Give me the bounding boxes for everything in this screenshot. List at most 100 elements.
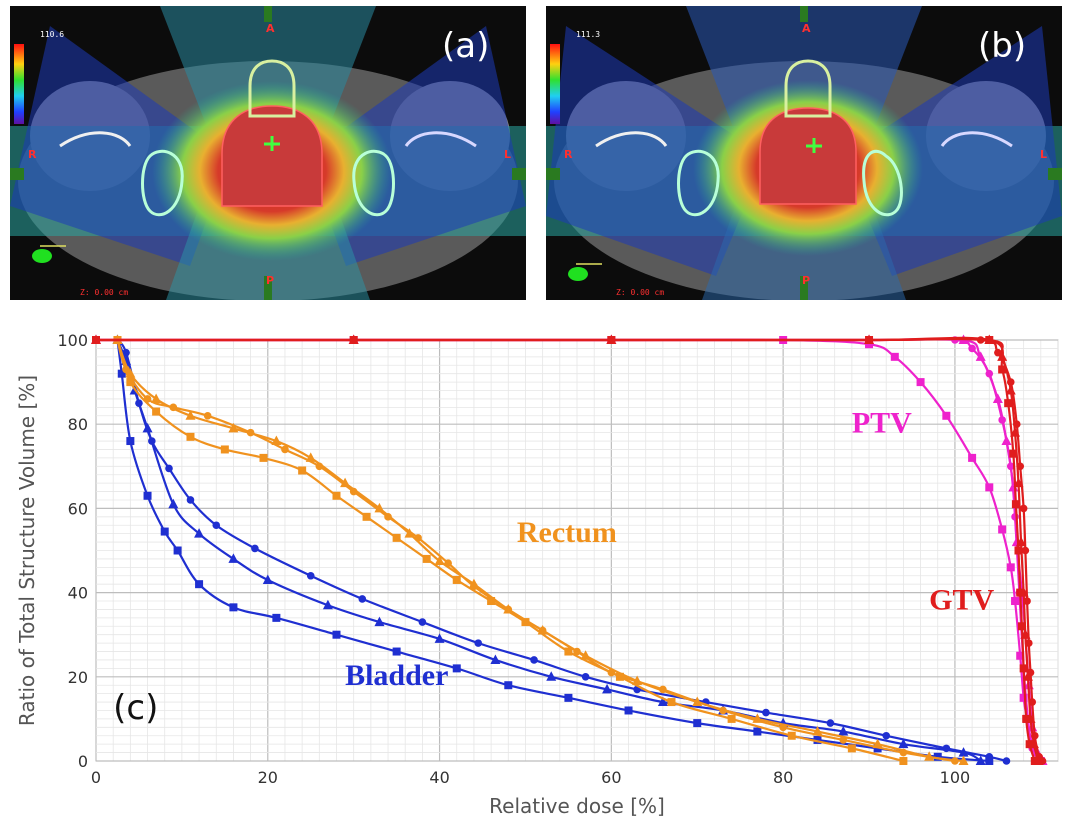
gtv-marker-square <box>1014 546 1023 555</box>
x-tick-label: 60 <box>601 768 621 787</box>
rectum-marker-square <box>126 378 135 387</box>
bladder-marker-triangle <box>546 671 557 681</box>
rectum-marker-square <box>564 647 573 656</box>
ptv-label: PTV <box>852 407 912 440</box>
gtv-marker-square <box>1019 664 1028 673</box>
panel-label-b: (b) <box>978 26 1027 66</box>
rectum-marker-triangle <box>271 435 282 446</box>
ptv-marker-triangle <box>992 393 1003 403</box>
bladder-marker-square <box>173 546 182 555</box>
rectum-marker-triangle <box>752 713 763 723</box>
bladder-marker-triangle <box>322 599 333 610</box>
y-tick-label: 100 <box>57 331 88 350</box>
ptv-marker-square <box>1011 597 1020 606</box>
rectum-marker-square <box>422 554 431 563</box>
rectum-marker-square <box>362 512 371 521</box>
ptv-marker-triangle <box>1001 435 1012 446</box>
rectum-curve-triangle <box>116 339 964 763</box>
bladder-label: Bladder <box>345 659 448 692</box>
rectum-label: Rectum <box>517 516 617 549</box>
dose-map-image-b <box>546 6 1062 300</box>
dose-max-value-b: 111.3 <box>576 30 601 39</box>
gtv-marker-triangle <box>1005 385 1016 395</box>
gtv-marker-circle <box>994 348 1002 357</box>
rectum-marker-square <box>787 731 796 740</box>
bladder-curve-circle <box>116 339 1007 763</box>
bladder-marker-square <box>229 603 238 612</box>
rectum-marker-square <box>259 453 268 462</box>
anterior-label-b: A <box>802 22 811 35</box>
ptv-marker-square <box>1019 693 1028 702</box>
y-axis-title: Ratio of Total Structure Volume [%] <box>15 375 39 726</box>
gtv-marker-square <box>1030 757 1039 765</box>
bladder-marker-square <box>985 757 994 765</box>
z-position-label-b: Z: 0.00 cm <box>616 288 665 297</box>
chart-grid <box>95 339 1059 762</box>
gtv-marker-square <box>1004 399 1013 408</box>
bladder-marker-circle <box>212 521 221 530</box>
z-position-label-a: Z: 0.00 cm <box>80 288 129 297</box>
rectum-marker-triangle <box>185 410 196 420</box>
panel-label-a: (a) <box>442 26 490 66</box>
x-tick-label: 40 <box>429 768 449 787</box>
rectum-marker-triangle <box>632 675 643 686</box>
bladder-marker-triangle <box>898 738 909 749</box>
ptv-marker-square <box>865 340 874 349</box>
rectum-marker-triangle <box>434 555 445 566</box>
x-tick-label: 20 <box>258 768 278 787</box>
bladder-marker-square <box>126 437 135 446</box>
dose-map-panel-b: (b) 111.3 Z: 0.00 cm A P R L <box>546 6 1062 300</box>
chart-ticks: 0 20 40 60 80 100 0 20 40 60 80 100 <box>57 331 970 787</box>
dose-map-panel-a: (a) 110.6 Z: 0.00 cm A P R L <box>10 6 526 300</box>
rectum-marker-triangle <box>404 528 415 538</box>
rectum-marker-square <box>332 491 341 500</box>
rectum-marker-square <box>452 575 461 584</box>
bladder-marker-circle <box>358 595 367 603</box>
rectum-marker-square <box>487 597 496 606</box>
bladder-marker-triangle <box>194 528 205 538</box>
bladder-marker-circle <box>762 708 770 717</box>
bladder-marker-circle <box>306 571 315 580</box>
rectum-marker-square <box>298 466 307 475</box>
x-axis-title: Relative dose [%] <box>489 794 665 818</box>
rectum-marker-triangle <box>924 751 935 761</box>
ptv-marker-square <box>916 378 925 387</box>
ptv-marker-square <box>985 483 994 492</box>
bladder-marker-square <box>160 527 169 536</box>
ptv-marker-square <box>998 525 1007 534</box>
bladder-marker-square <box>392 647 401 656</box>
y-tick-label: 60 <box>68 499 88 518</box>
rectum-marker-triangle <box>872 738 883 749</box>
rectum-marker-triangle <box>958 755 969 765</box>
bladder-marker-triangle <box>168 498 179 509</box>
bladder-marker-square <box>504 681 513 690</box>
gtv-marker-square <box>92 336 100 344</box>
left-label-b: L <box>1040 148 1048 161</box>
bladder-marker-square <box>143 491 152 500</box>
rectum-marker-square <box>186 432 195 441</box>
ptv-marker-square <box>942 411 951 420</box>
bladder-marker-square <box>624 706 633 715</box>
rectum-marker-square <box>220 445 229 454</box>
rectum-marker-circle <box>203 411 212 420</box>
left-label-a: L <box>504 148 512 161</box>
rectum-marker-triangle <box>228 422 239 433</box>
posterior-label-b: P <box>802 274 811 287</box>
bladder-marker-square <box>693 719 702 728</box>
gtv-marker-square <box>1009 449 1018 458</box>
chart-series <box>91 334 1048 765</box>
rectum-marker-triangle <box>305 452 316 462</box>
rectum-marker-triangle <box>812 726 823 736</box>
ptv-marker-circle <box>968 344 976 353</box>
gtv-marker-square <box>998 365 1007 374</box>
bladder-marker-triangle <box>958 747 969 757</box>
bladder-marker-square <box>195 580 204 589</box>
posterior-label-a: P <box>266 274 275 287</box>
right-label-a: R <box>28 148 37 161</box>
gtv-label: GTV <box>929 583 994 616</box>
bladder-marker-circle <box>251 544 259 553</box>
bladder-marker-square <box>813 735 822 744</box>
rectum-marker-square <box>615 672 624 681</box>
gtv-marker-square <box>865 336 874 344</box>
bladder-marker-square <box>753 727 762 736</box>
